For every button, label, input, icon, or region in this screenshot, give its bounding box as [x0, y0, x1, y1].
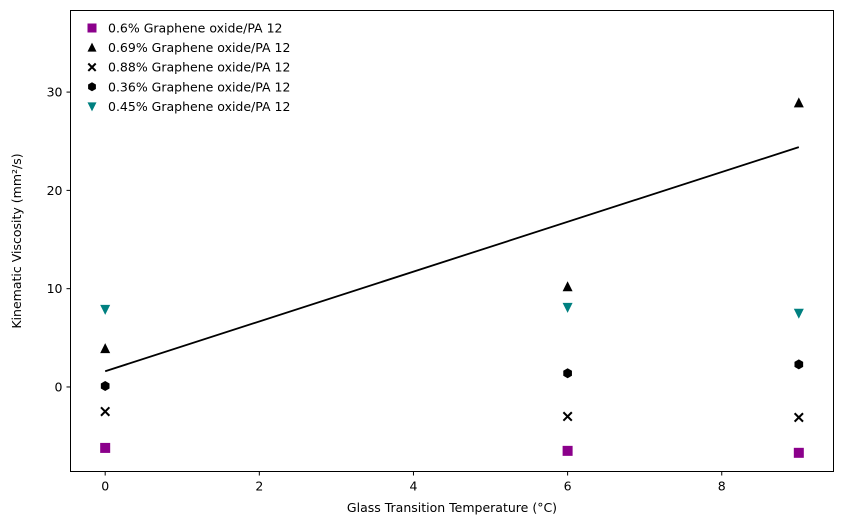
x-tick-label: 6: [564, 479, 572, 494]
legend-marker-4: [88, 82, 96, 92]
legend-label-2: 0.69% Graphene oxide/PA 12: [108, 40, 290, 55]
y-tick-label: 30: [47, 85, 63, 100]
y-axis-ticks: 0 10 20 30: [47, 85, 71, 394]
x-axis-ticks: 0 2 4 6 8: [101, 471, 726, 494]
legend-marker-3: [87, 62, 97, 72]
legend-label-3: 0.88% Graphene oxide/PA 12: [108, 60, 290, 75]
legend-label-4: 0.36% Graphene oxide/PA 12: [108, 79, 290, 94]
data-point-series-4: [794, 359, 804, 370]
data-point-series-3: [100, 406, 111, 417]
data-point-series-1: [793, 447, 804, 458]
data-point-series-1: [100, 442, 111, 453]
legend-item-3: 0.88% Graphene oxide/PA 12: [87, 60, 290, 75]
data-point-series-1: [562, 445, 573, 456]
legend-item-2: 0.69% Graphene oxide/PA 12: [87, 40, 290, 55]
data-point-series-4: [563, 368, 572, 379]
data-point-series-2: [793, 97, 804, 108]
trend-line-layer: [104, 146, 800, 373]
trend-line: [104, 146, 800, 373]
data-point-series-4: [100, 380, 110, 391]
data-point-series-5: [793, 308, 804, 319]
y-tick-label: 10: [47, 281, 63, 296]
data-point-series-5: [562, 302, 573, 313]
legend-marker-1: [87, 23, 97, 33]
legend-item-4: 0.36% Graphene oxide/PA 12: [88, 79, 290, 94]
x-tick-label: 4: [409, 479, 417, 494]
legend-label-1: 0.6% Graphene oxide/PA 12: [108, 21, 283, 36]
x-tick-label: 2: [255, 479, 263, 494]
data-point-series-5: [100, 304, 111, 315]
x-axis-title: Glass Transition Temperature (°C): [347, 500, 557, 515]
legend-item-1: 0.6% Graphene oxide/PA 12: [87, 21, 283, 36]
y-axis-title: Kinematic Viscosity (mm²/s): [9, 153, 24, 328]
legend-marker-2: [87, 42, 97, 52]
legend-label-5: 0.45% Graphene oxide/PA 12: [108, 99, 290, 114]
data-points-layer: [100, 97, 804, 458]
data-point-series-3: [562, 411, 573, 422]
plot-area-frame: [70, 10, 834, 472]
data-point-series-3: [793, 412, 804, 423]
y-tick-label: 0: [55, 379, 63, 394]
legend: 0.6% Graphene oxide/PA 12 0.69% Graphene …: [87, 21, 290, 114]
data-point-series-2: [562, 281, 573, 292]
x-tick-label: 0: [101, 479, 109, 494]
x-tick-label: 8: [718, 479, 726, 494]
legend-item-5: 0.45% Graphene oxide/PA 12: [87, 99, 290, 114]
legend-marker-5: [87, 102, 97, 112]
y-tick-label: 20: [47, 183, 63, 198]
data-point-series-2: [100, 343, 111, 354]
